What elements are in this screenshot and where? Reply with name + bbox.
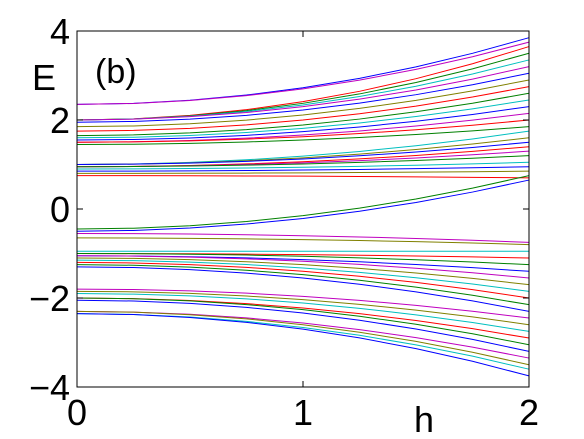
- energy-level-line-11: [76, 99, 530, 139]
- plot-background: [77, 31, 529, 387]
- energy-level-line-12: [76, 106, 530, 141]
- y-axis-label: E: [32, 57, 56, 98]
- energy-level-line-24: [76, 170, 530, 174]
- energy-level-line-14: [76, 119, 530, 143]
- energy-level-line-21: [76, 155, 530, 168]
- energy-level-line-40: [76, 288, 530, 319]
- energy-level-line-7: [76, 72, 530, 123]
- energy-level-line-42: [76, 293, 530, 332]
- x-axis-label: h: [414, 399, 434, 439]
- energy-level-line-18: [76, 141, 530, 165]
- energy-level-line-22: [76, 161, 530, 170]
- energy-level-line-44: [76, 297, 530, 346]
- x-tick-label-3: 2: [519, 392, 539, 433]
- panel-label: (b): [95, 53, 137, 91]
- y-tick-label-5: 4: [50, 11, 70, 52]
- energy-level-line-36: [76, 259, 530, 292]
- energy-level-line-37: [76, 261, 530, 299]
- energy-level-line-47: [76, 310, 530, 366]
- energy-level-line-28: [76, 232, 530, 243]
- energy-level-line-25: [76, 175, 530, 179]
- x-tick-label-1: 0: [67, 392, 87, 433]
- tick-layer: 0 1 2 −4 −2 0 2 4: [29, 11, 539, 433]
- energy-level-line-49: [76, 313, 530, 377]
- energy-level-line-32: [76, 253, 530, 266]
- energy-level-line-38: [76, 264, 530, 306]
- y-tick-label-4: 2: [50, 100, 70, 141]
- energy-level-line-34: [76, 255, 530, 279]
- energy-level-line-45: [76, 299, 530, 352]
- energy-level-line-41: [76, 290, 530, 326]
- energy-level-line-9: [76, 86, 530, 132]
- energy-level-line-2: [76, 41, 530, 105]
- energy-level-line-15: [76, 126, 530, 145]
- energy-level-line-23: [76, 166, 530, 172]
- energy-level-line-35: [76, 257, 530, 286]
- y-tick-label-2: −2: [29, 278, 70, 319]
- energy-level-line-29: [76, 237, 530, 246]
- x-tick-label-2: 1: [293, 392, 313, 433]
- energy-level-line-39: [76, 266, 530, 312]
- energy-level-line-10: [76, 92, 530, 137]
- series-layer: [76, 37, 530, 377]
- energy-level-line-6: [76, 66, 530, 121]
- energy-level-line-8: [76, 79, 530, 128]
- energy-level-line-26: [76, 175, 530, 230]
- energy-level-line-27: [76, 179, 530, 232]
- y-tick-label-3: 0: [50, 189, 70, 230]
- y-tick-label-1: −4: [29, 367, 70, 408]
